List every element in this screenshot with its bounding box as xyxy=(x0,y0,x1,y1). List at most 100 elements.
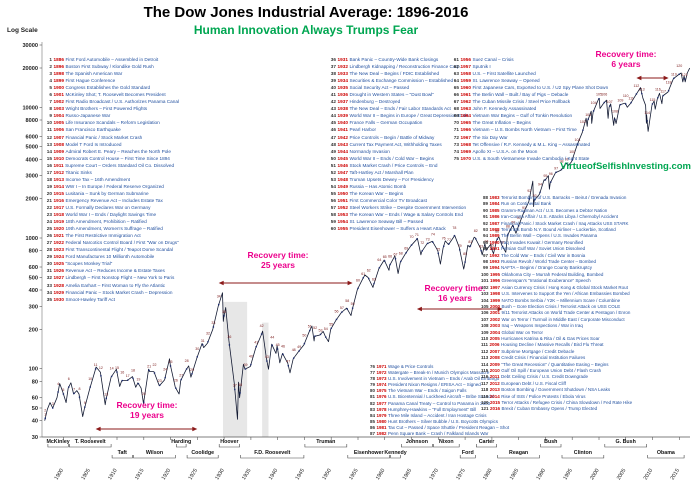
event-row: 5 1900 Congress Establishes the Gold Stand… xyxy=(49,85,151,91)
event-number-marker: 77 xyxy=(447,238,451,242)
event-row: 85 1980 Hunt Brothers – Silver Bubble / U.… xyxy=(369,418,499,424)
event-row: 48 1943 Current Tax Payment Act, Withholdi… xyxy=(330,141,442,147)
event-row: 115 2010 Gulf Oil Spill / European Union D… xyxy=(481,367,602,373)
event-number-marker: 74 xyxy=(431,232,435,236)
event-point xyxy=(298,350,300,352)
x-tick-label: 1995 xyxy=(562,468,573,481)
event-number-marker: 100 xyxy=(569,150,575,154)
event-number-marker: 92 xyxy=(527,189,531,193)
event-number-marker: 37 xyxy=(233,384,237,388)
event-point xyxy=(630,101,632,104)
president-name: McKinley xyxy=(46,439,69,445)
event-number-marker: 64 xyxy=(377,258,381,262)
x-tick-label: 1910 xyxy=(107,468,118,481)
event-number-marker: 24 xyxy=(163,368,167,372)
event-point xyxy=(202,344,204,346)
event-list-column: 76 1971 Wage & Price Controls 77 1972 Waterga… xyxy=(368,364,509,437)
event-number-marker: 12 xyxy=(99,366,103,370)
event-row: 20 1915 Lusitania – Sunk by German Submari… xyxy=(46,190,149,196)
event-point xyxy=(260,333,263,335)
event-row: 98 1993 Russian Revolt / World Trade Cente… xyxy=(482,259,596,265)
x-tick-label: 1920 xyxy=(161,468,172,481)
y-tick-label: 500 xyxy=(29,275,38,281)
event-number-marker: 23 xyxy=(158,379,162,383)
event-row: 38 1933 The New Deal – Begins / FDIC Estab… xyxy=(330,71,440,77)
event-number-marker: 29 xyxy=(190,368,194,372)
president-name: T. Roosevelt xyxy=(75,439,106,445)
event-point xyxy=(57,391,59,393)
event-number-marker: 60 xyxy=(356,278,360,282)
event-row: 6 1901 McKinley Shot; T. Roosevelt Becomes… xyxy=(49,92,166,98)
event-row: 101 1996 Greenspan's "Irrational Exuberanc… xyxy=(481,278,591,284)
event-row: 121 2016 Brexit / Cuban Embassy Opens / Tr… xyxy=(481,406,598,412)
event-point xyxy=(164,376,166,379)
president-term-bracket xyxy=(176,444,187,448)
x-tick-label: 1975 xyxy=(455,468,466,481)
event-number-marker: 69 xyxy=(404,247,408,251)
event-point xyxy=(368,277,370,280)
event-row: 69 1964 Vietnam War Begins – Gulf of Tonki… xyxy=(453,113,573,119)
event-number-marker: 117 xyxy=(660,90,666,94)
y-tick-label: 800 xyxy=(29,249,38,255)
x-tick-label: 1955 xyxy=(348,468,359,481)
event-point xyxy=(416,238,418,240)
event-number-marker: 39 xyxy=(244,363,248,367)
event-number-marker: 59 xyxy=(351,302,355,306)
event-row: 14 1909 Admiral Robert E. Peary – Reaches … xyxy=(46,148,171,154)
event-point xyxy=(421,250,423,252)
event-row: 31 1926 Revenue Act – Reduces Income & Est… xyxy=(46,268,165,274)
x-tick-label: 2010 xyxy=(643,468,654,481)
event-number-marker: 88 xyxy=(506,224,510,228)
president-term-bracket xyxy=(69,444,112,448)
president-name: Kennedy xyxy=(384,450,406,456)
y-tick-label: 4000 xyxy=(26,157,38,163)
watermark-link[interactable]: VirtueofSelfishInvesting.com xyxy=(560,161,691,172)
event-row: 106 2001 9/11 Terrorist Attacks on World T… xyxy=(481,310,631,316)
event-point xyxy=(389,263,391,266)
event-number-marker: 94 xyxy=(538,182,542,186)
event-point xyxy=(330,327,332,330)
x-tick-label: 2000 xyxy=(589,468,600,481)
event-number-marker: 115 xyxy=(650,98,656,102)
event-point xyxy=(426,242,429,245)
event-number-marker: 49 xyxy=(297,345,301,349)
event-number-marker: 48 xyxy=(292,348,296,352)
event-point xyxy=(335,318,338,321)
event-row: 62 1957 Sputnik I xyxy=(453,64,491,70)
y-tick-label: 100 xyxy=(29,367,38,373)
event-number-marker: 31 xyxy=(201,339,205,343)
president-name: Wilson xyxy=(146,450,163,456)
event-point xyxy=(453,235,456,237)
event-number-marker: 73 xyxy=(426,237,430,241)
event-point xyxy=(683,78,686,80)
event-row: 18 1913 Income Tax – 16th Amendment xyxy=(46,176,130,182)
event-row: 67 1962 The Cuban Missile Crisis / Steel P… xyxy=(453,99,571,105)
y-tick-label: 400 xyxy=(29,288,38,294)
event-number-marker: 70 xyxy=(410,235,414,239)
president-term-bracket xyxy=(390,455,401,459)
y-tick-label: 3000 xyxy=(26,174,38,180)
event-row: 83 1978 Humphrey-Hawkins – "Full Employmen… xyxy=(369,406,477,412)
president-name: Nixon xyxy=(439,439,454,445)
chart-title: The Dow Jones Industrial Average: 1896-2… xyxy=(143,4,469,21)
event-row: 52 1947 Taft-Hartley Act / Marshall Plan xyxy=(330,169,414,175)
event-point xyxy=(250,363,252,366)
event-row: 11 1906 San Francisco Earthquake xyxy=(47,127,121,133)
event-number-marker: 68 xyxy=(399,251,403,255)
event-row: 46 1941 Pearl Harbor xyxy=(330,127,377,133)
event-point xyxy=(480,250,482,252)
event-row: 36 1931 Bank Panic – Country-Wide Bank Clo… xyxy=(330,57,439,62)
event-point xyxy=(346,308,348,310)
event-row: 70 1965 The Great Inflation – Begins xyxy=(453,120,531,126)
event-point xyxy=(576,143,579,145)
event-point xyxy=(303,342,306,345)
event-point xyxy=(512,225,514,228)
event-point xyxy=(293,357,295,359)
president-term-bracket xyxy=(218,444,240,448)
event-row: 56 1951 First Commercial Color TV Broadcas… xyxy=(330,197,427,203)
event-row: 2 1896 Boston First Subway / Klondike Gold… xyxy=(49,64,154,70)
event-number-marker: 103 xyxy=(585,113,591,117)
x-tick-label: 1970 xyxy=(429,468,440,481)
event-row: 105 2000 Bush – Gore Election Crisis / Ter… xyxy=(481,303,621,309)
event-number-marker: 119 xyxy=(671,72,677,76)
